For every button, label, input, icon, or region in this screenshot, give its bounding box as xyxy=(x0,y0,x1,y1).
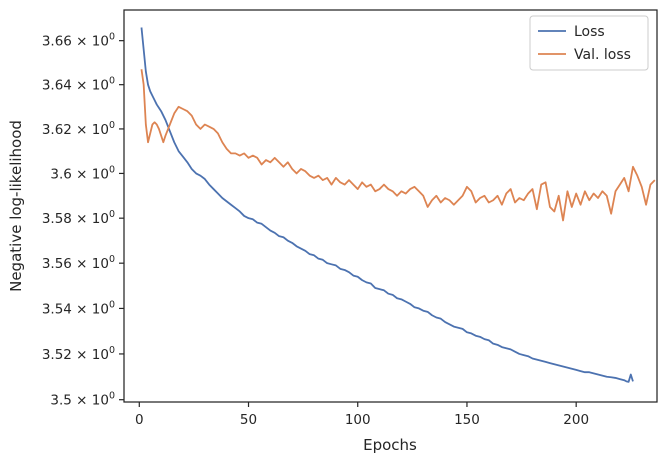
y-tick-label: 3.66 × 100 xyxy=(42,32,115,50)
ticks-layer: 0 50 100 150 200 3.5 × 100 3.52 × 100 3.54 × 10… xyxy=(42,32,589,428)
legend-frame xyxy=(529,15,649,71)
legend: Loss Val. loss xyxy=(529,15,649,71)
y-tick-label: 3.5 × 100 xyxy=(50,391,115,409)
plot-frame xyxy=(123,9,658,403)
y-tick-label: 3.52 × 100 xyxy=(42,345,115,363)
legend-label-loss: Loss xyxy=(574,24,605,40)
y-tick-label: 3.62 × 100 xyxy=(42,120,115,138)
x-tick-label: 100 xyxy=(345,412,371,428)
x-tick-label: 150 xyxy=(454,412,480,428)
y-tick-label: 3.6 × 100 xyxy=(50,164,115,182)
series-layer xyxy=(140,27,656,383)
plot-area xyxy=(124,10,657,402)
x-tick-label: 0 xyxy=(135,412,144,428)
x-tick-label: 200 xyxy=(563,412,589,428)
x-tick-label: 50 xyxy=(240,412,257,428)
y-axis-label: Negative log-likelihood xyxy=(7,120,25,292)
series-line-loss xyxy=(140,27,634,383)
y-tick-label: 3.56 × 100 xyxy=(42,254,115,272)
y-tick-label: 3.64 × 100 xyxy=(42,76,115,94)
legend-label-val-loss: Val. loss xyxy=(574,47,631,63)
x-axis-label: Epochs xyxy=(363,436,417,454)
y-tick-label: 3.54 × 100 xyxy=(42,299,115,317)
series-line-val-loss xyxy=(140,69,656,222)
y-tick-label: 3.58 × 100 xyxy=(42,209,115,227)
